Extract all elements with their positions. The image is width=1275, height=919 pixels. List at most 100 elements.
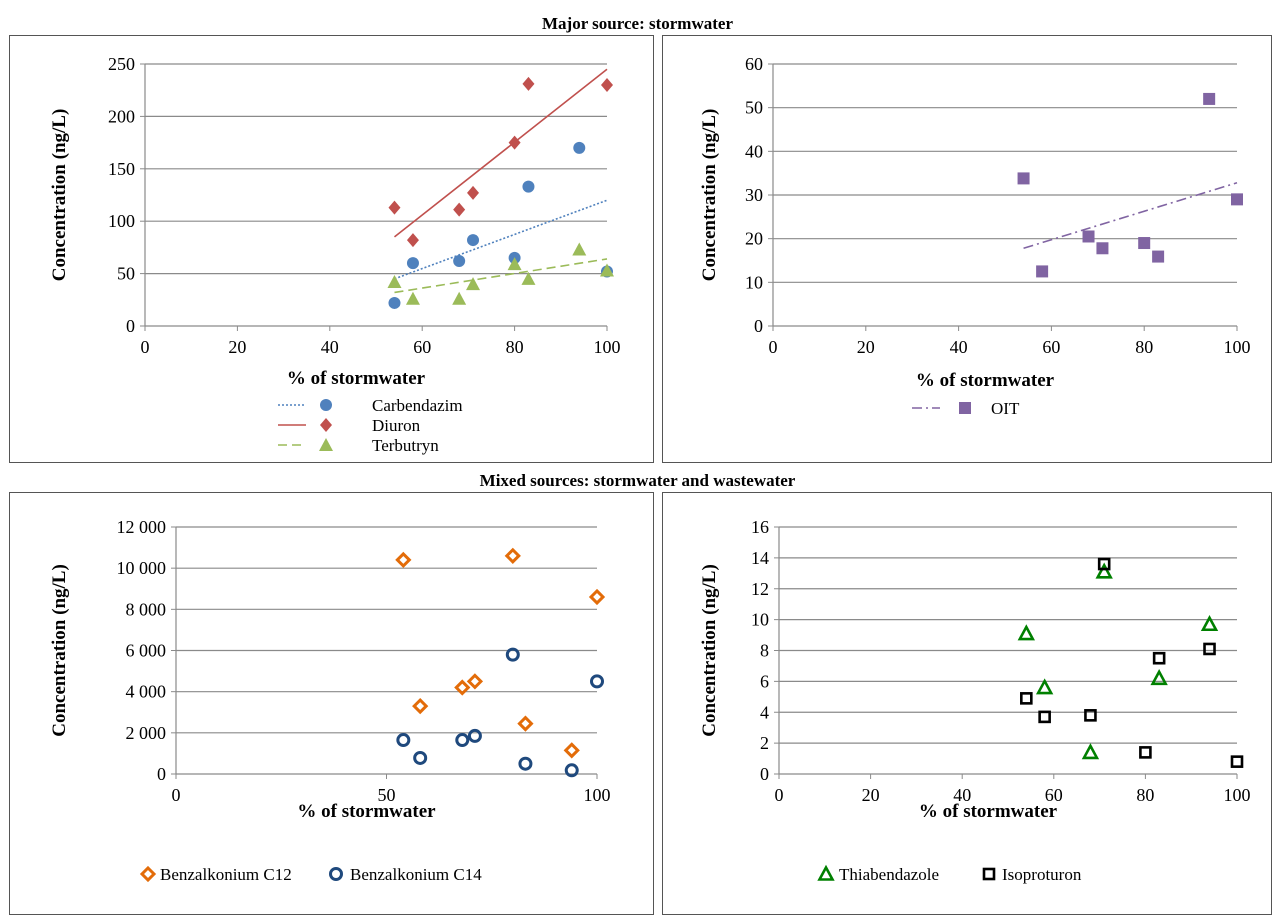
- x-tick-label: 60: [1042, 337, 1060, 357]
- x-tick-label: 100: [1224, 337, 1251, 357]
- data-point-thiabendazole: [1095, 562, 1113, 579]
- legend-label-benzalkonium-c14: Benzalkonium C14: [350, 865, 482, 884]
- data-point-isoproturon: [1084, 709, 1097, 722]
- y-tick-label: 40: [745, 141, 763, 161]
- data-point-carbendazim: [453, 255, 466, 268]
- x-tick-label: 0: [769, 337, 778, 357]
- x-tick-label: 80: [1135, 337, 1153, 357]
- data-point-benzalkonium-c12: [563, 742, 580, 759]
- data-point-benzalkonium-c12: [504, 547, 521, 564]
- panel-bottom-left: 0 2 000 4 000 6 000 8 000 10 000 12 000 0 50 100%…: [9, 492, 654, 915]
- data-point-isoproturon: [1152, 651, 1166, 665]
- y-tick-label: 16: [751, 517, 769, 537]
- data-point-benzalkonium-c14: [518, 756, 533, 771]
- data-point-isoproturon: [1203, 642, 1216, 656]
- data-point-benzalkonium-c12: [466, 673, 484, 690]
- data-point-terbutryn: [387, 274, 402, 288]
- y-tick-label: 2 000: [126, 723, 167, 743]
- data-point-isoproturon: [1230, 755, 1244, 768]
- data-point-benzalkonium-c14: [505, 647, 520, 662]
- data-point-oit: [1203, 92, 1216, 105]
- data-point-terbutryn: [507, 257, 522, 271]
- data-point-oit: [1138, 237, 1151, 250]
- y-tick-label: 6: [760, 671, 769, 691]
- legend-marker-benzalkonium-c12: [139, 865, 157, 883]
- data-point-isoproturon: [1038, 710, 1051, 724]
- data-point-benzalkonium-c12: [454, 679, 471, 696]
- data-point-carbendazim: [406, 257, 419, 270]
- y-tick-label: 60: [745, 54, 763, 74]
- legend-marker-thiabendazole: [817, 864, 835, 881]
- data-point-isoproturon: [1020, 692, 1033, 705]
- x-tick-label: 20: [857, 337, 875, 357]
- y-tick-label: 0: [760, 764, 769, 784]
- y-tick-label: 8: [760, 641, 769, 661]
- x-tick-label: 40: [321, 337, 339, 357]
- data-point-oit: [1036, 265, 1049, 278]
- y-tick-label: 10 000: [117, 558, 167, 578]
- y-tick-label: 12: [751, 579, 769, 599]
- y-tick-label: 2: [760, 733, 769, 753]
- data-point-carbendazim: [467, 234, 480, 247]
- data-point-diuron: [522, 76, 535, 91]
- data-point-benzalkonium-c12: [588, 588, 606, 606]
- legend-marker-benzalkonium-c14: [329, 867, 343, 881]
- panel-top-right: 0 10 20 30 40 50 60 0 20 40 60 80 100 % of stormwater…: [662, 35, 1272, 463]
- trendline-terbutryn: [394, 258, 608, 294]
- x-tick-label: 80: [1136, 785, 1154, 805]
- data-point-carbendazim: [522, 180, 535, 193]
- data-point-oit: [1096, 242, 1109, 255]
- legend-label-thiabendazole: Thiabendazole: [839, 865, 939, 884]
- data-point-isoproturon: [1139, 746, 1152, 759]
- legend-marker-diuron: [320, 418, 332, 432]
- chart-bottom-right: 0 2 4 6 8 10 12 14 16 0 20 40 60 80 100 % of stormwater…: [699, 517, 1251, 884]
- y-tick-label: 30: [745, 185, 763, 205]
- legend-label-carbendazim: Carbendazim: [372, 396, 463, 415]
- x-tick-label: 60: [1045, 785, 1063, 805]
- data-point-thiabendazole: [1200, 615, 1219, 632]
- top-section-title: Major source: stormwater: [541, 14, 734, 33]
- data-point-diuron: [388, 200, 401, 215]
- y-tick-label: 10: [751, 610, 769, 630]
- data-point-benzalkonium-c14: [455, 733, 470, 748]
- y-tick-label: 50: [745, 98, 763, 118]
- panel-bottom-right: 0 2 4 6 8 10 12 14 16 0 20 40 60 80 100 % of stormwater…: [662, 492, 1272, 915]
- y-tick-label: 4: [760, 702, 769, 722]
- panel-top-left: 0 50 100 150 200 250 0 20 40 60 80 100 % of stormwat…: [9, 35, 654, 463]
- data-point-terbutryn: [521, 271, 536, 285]
- y-tick-label: 100: [108, 211, 135, 231]
- x-tick-label: 0: [141, 337, 150, 357]
- data-point-diuron: [453, 202, 466, 217]
- data-point-thiabendazole: [1081, 743, 1100, 760]
- data-point-terbutryn: [572, 242, 587, 256]
- y-tick-label: 8 000: [126, 599, 167, 619]
- legend-marker-terbutryn: [319, 438, 333, 451]
- data-point-oit: [1152, 250, 1165, 263]
- y-tick-label: 20: [745, 229, 763, 249]
- y-tick-label: 4 000: [126, 682, 167, 702]
- data-point-isoproturon: [1097, 557, 1111, 571]
- x-tick-label: 0: [172, 785, 181, 805]
- data-point-oit: [1231, 193, 1243, 206]
- y-tick-label: 150: [108, 159, 135, 179]
- x-tick-label: 80: [506, 337, 524, 357]
- y-tick-label: 250: [108, 54, 135, 74]
- data-point-benzalkonium-c14: [467, 728, 482, 743]
- legend-label-isoproturon: Isoproturon: [1002, 865, 1082, 884]
- y-tick-label: 0: [754, 316, 763, 336]
- data-point-oit: [1082, 230, 1095, 243]
- data-point-terbutryn: [405, 291, 420, 305]
- data-point-benzalkonium-c14: [413, 750, 428, 765]
- x-tick-label: 0: [775, 785, 784, 805]
- y-tick-label: 0: [157, 764, 166, 784]
- data-point-thiabendazole: [1150, 669, 1168, 686]
- y-tick-label: 10: [745, 272, 763, 292]
- x-tick-label: 40: [953, 785, 971, 805]
- data-point-diuron: [601, 77, 613, 92]
- y-tick-label: 6 000: [126, 641, 167, 661]
- data-point-benzalkonium-c12: [517, 715, 534, 732]
- data-point-carbendazim: [573, 141, 586, 154]
- data-point-diuron: [508, 135, 521, 150]
- legend-marker-isoproturon: [982, 867, 996, 881]
- data-point-oit: [1017, 172, 1030, 185]
